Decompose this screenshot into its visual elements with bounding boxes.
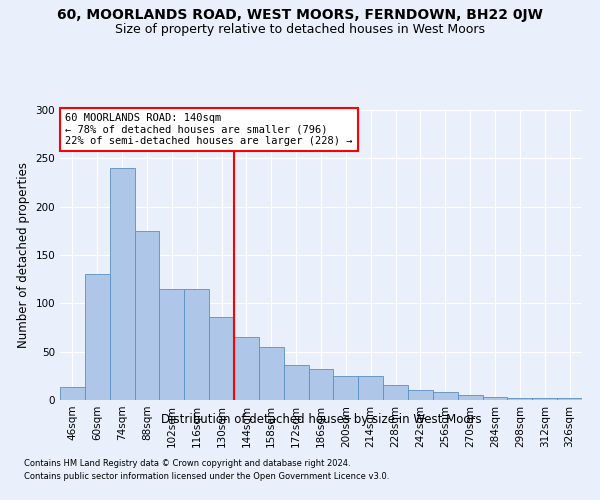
Bar [259,347,284,400]
Text: Size of property relative to detached houses in West Moors: Size of property relative to detached ho… [115,22,485,36]
Bar [110,168,134,400]
Bar [482,397,508,400]
Text: Distribution of detached houses by size in West Moors: Distribution of detached houses by size … [161,412,481,426]
Text: Contains public sector information licensed under the Open Government Licence v3: Contains public sector information licen… [24,472,389,481]
Bar [209,317,234,400]
Bar [234,337,259,400]
Bar [85,274,110,400]
Text: 60, MOORLANDS ROAD, WEST MOORS, FERNDOWN, BH22 0JW: 60, MOORLANDS ROAD, WEST MOORS, FERNDOWN… [57,8,543,22]
Y-axis label: Number of detached properties: Number of detached properties [17,162,30,348]
Bar [308,369,334,400]
Bar [433,392,458,400]
Bar [458,395,482,400]
Bar [358,376,383,400]
Bar [134,231,160,400]
Bar [408,390,433,400]
Bar [160,289,184,400]
Bar [383,384,408,400]
Bar [284,365,308,400]
Text: 60 MOORLANDS ROAD: 140sqm
← 78% of detached houses are smaller (796)
22% of semi: 60 MOORLANDS ROAD: 140sqm ← 78% of detac… [65,113,353,146]
Text: Contains HM Land Registry data © Crown copyright and database right 2024.: Contains HM Land Registry data © Crown c… [24,458,350,468]
Bar [557,398,582,400]
Bar [60,388,85,400]
Bar [532,398,557,400]
Bar [334,376,358,400]
Bar [508,398,532,400]
Bar [184,289,209,400]
